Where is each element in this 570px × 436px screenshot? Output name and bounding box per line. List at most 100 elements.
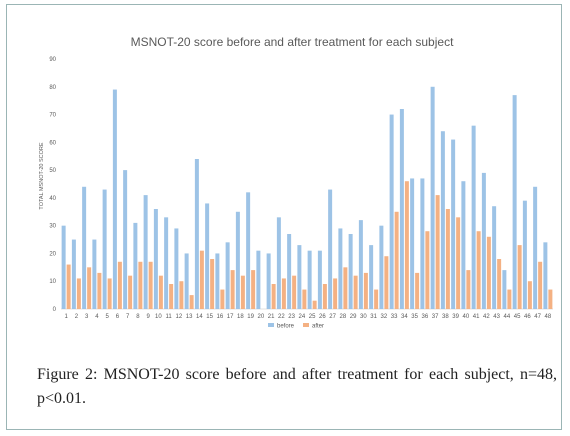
chart-panel: MSNOT-20 score before and after treatmen… [27, 25, 557, 350]
bar-before-48 [543, 242, 548, 309]
bar-after-4 [97, 272, 102, 309]
bar-before-41 [471, 125, 476, 309]
bar-after-42 [486, 236, 491, 309]
bar-after-18 [240, 275, 245, 309]
x-tick-label: 9 [146, 314, 150, 320]
x-tick-label: 15 [206, 314, 213, 320]
bar-after-41 [476, 231, 481, 309]
y-tick-label: 40 [49, 196, 56, 202]
x-tick-label: 21 [268, 314, 275, 320]
bar-after-38 [445, 209, 450, 309]
x-tick-label: 5 [105, 314, 109, 320]
bar-after-40 [466, 270, 471, 309]
y-tick-label: 30 [49, 224, 56, 230]
bar-before-44 [502, 270, 507, 309]
y-tick-label: 70 [49, 113, 56, 119]
bar-after-24 [302, 289, 307, 309]
x-tick-label: 3 [85, 314, 89, 320]
bar-before-2 [71, 239, 76, 309]
bar-after-3 [87, 267, 92, 309]
legend-label-after: after [312, 324, 324, 330]
bar-before-27 [328, 189, 333, 309]
bar-after-39 [456, 217, 461, 309]
bar-after-43 [497, 259, 502, 309]
x-tick-label: 39 [452, 314, 459, 320]
x-tick-label: 29 [350, 314, 357, 320]
bar-after-36 [425, 231, 430, 309]
x-tick-label: 38 [442, 314, 449, 320]
bar-before-18 [235, 211, 240, 309]
bar-after-6 [117, 261, 122, 309]
x-tick-label: 24 [299, 314, 306, 320]
x-tick-label: 41 [473, 314, 480, 320]
x-tick-label: 35 [411, 314, 418, 320]
bar-before-33 [389, 114, 394, 309]
bar-before-4 [92, 239, 97, 309]
figure-frame: MSNOT-20 score before and after treatmen… [6, 4, 562, 430]
bar-before-39 [451, 139, 456, 309]
x-tick-label: 27 [329, 314, 336, 320]
y-tick-label: 80 [49, 85, 56, 91]
bar-after-37 [435, 195, 440, 309]
x-tick-label: 23 [288, 314, 295, 320]
bar-after-23 [292, 275, 297, 309]
bar-after-26 [322, 284, 327, 309]
bar-after-13 [189, 295, 194, 309]
caption-label: Figure 2: [37, 366, 98, 383]
bar-before-26 [317, 250, 322, 309]
x-tick-label: 1 [64, 314, 68, 320]
legend-swatch-after [303, 323, 309, 327]
x-tick-label: 8 [136, 314, 140, 320]
bar-before-1 [61, 225, 66, 309]
bars-group [61, 86, 553, 309]
legend-label-before: before [277, 324, 295, 330]
bar-before-34 [399, 109, 404, 309]
x-tick-label: 16 [217, 314, 224, 320]
x-tick-label: 26 [319, 314, 326, 320]
bar-before-31 [369, 245, 374, 309]
bar-after-27 [333, 278, 338, 309]
bar-before-3 [82, 186, 87, 309]
bar-after-19 [251, 270, 256, 309]
bar-after-21 [271, 284, 276, 309]
bar-before-35 [410, 178, 415, 309]
x-tick-label: 14 [196, 314, 203, 320]
bar-before-13 [184, 253, 189, 309]
bar-before-11 [164, 217, 169, 309]
x-tick-label: 43 [493, 314, 500, 320]
bar-after-22 [281, 278, 286, 309]
bar-after-48 [548, 289, 553, 309]
bar-after-34 [404, 181, 409, 309]
bar-before-32 [379, 225, 384, 309]
caption-text: MSNOT-20 score before and after treatmen… [37, 366, 558, 407]
bar-chart: MSNOT-20 score before and after treatmen… [39, 35, 553, 330]
bar-before-47 [533, 186, 538, 309]
bar-after-17 [230, 270, 235, 309]
bar-before-29 [348, 234, 353, 309]
y-tick-label: 90 [49, 57, 56, 63]
bar-after-45 [517, 245, 522, 309]
bar-after-28 [343, 267, 348, 309]
bar-before-30 [358, 220, 363, 309]
x-tick-label: 46 [524, 314, 531, 320]
x-tick-label: 7 [126, 314, 130, 320]
bar-after-30 [363, 272, 368, 309]
x-tick-label: 13 [186, 314, 193, 320]
bar-before-6 [112, 89, 117, 309]
bar-before-19 [246, 192, 251, 309]
bar-before-37 [430, 86, 435, 309]
x-tick-label: 6 [116, 314, 120, 320]
bar-after-9 [148, 261, 153, 309]
x-tick-label: 37 [432, 314, 439, 320]
bar-after-47 [538, 261, 543, 309]
bar-after-29 [353, 275, 358, 309]
bar-before-25 [307, 250, 312, 309]
x-tick-label: 2 [75, 314, 79, 320]
bar-before-7 [123, 170, 128, 309]
bar-before-14 [194, 159, 199, 309]
x-tick-label: 36 [422, 314, 429, 320]
bar-after-5 [107, 278, 112, 309]
bar-after-44 [507, 289, 512, 309]
y-tick-label: 50 [49, 168, 56, 174]
x-tick-label: 30 [360, 314, 367, 320]
